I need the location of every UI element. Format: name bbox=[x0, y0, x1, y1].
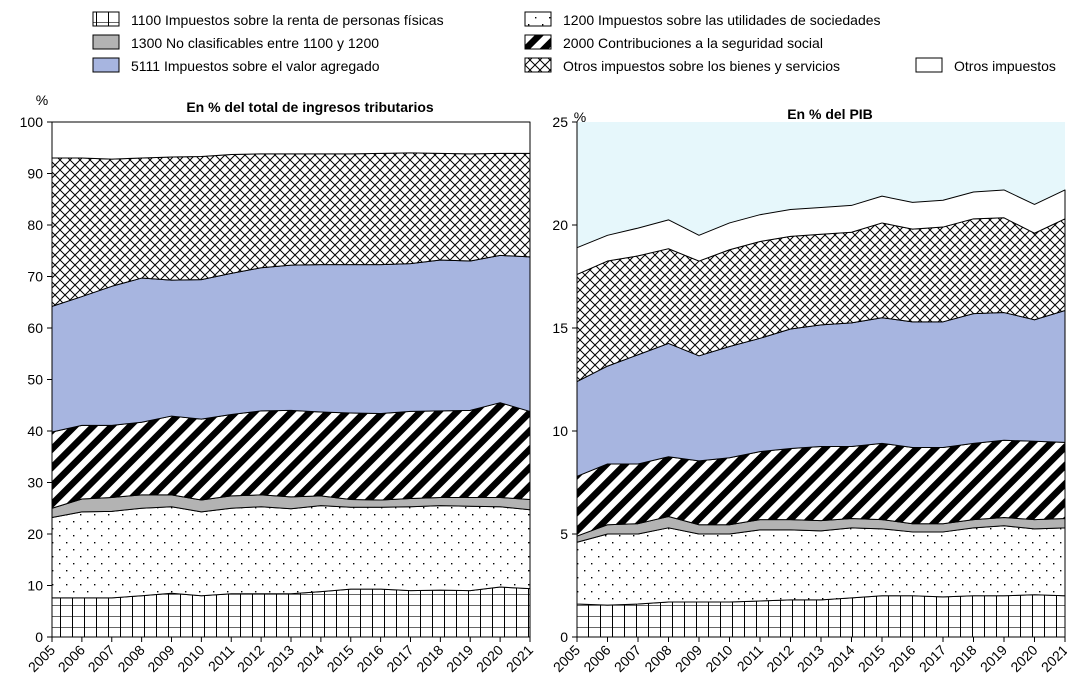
x-tick-label-right-2021: 2021 bbox=[1038, 642, 1067, 674]
x-tick-label-right-2013: 2013 bbox=[794, 642, 827, 674]
y-axis-label-left: % bbox=[36, 92, 48, 108]
x-tick-label-right-2007: 2007 bbox=[611, 642, 644, 674]
legend-swatch-s1300 bbox=[92, 34, 120, 50]
y-tick-label-left-80: 80 bbox=[27, 217, 43, 233]
y-axis-label-right: % bbox=[574, 109, 586, 125]
legend-swatch-s2000 bbox=[524, 34, 552, 50]
legend-label-s5111: 5111 Impuestos sobre el valor agregado bbox=[131, 58, 380, 74]
x-tick-label-right-2008: 2008 bbox=[641, 642, 674, 674]
x-tick-label-left-2021: 2021 bbox=[503, 642, 536, 674]
area-s1200-right bbox=[576, 525, 1066, 606]
x-tick-label-right-2020: 2020 bbox=[1007, 642, 1040, 674]
legend-label-sother: Otros impuestos bbox=[954, 58, 1056, 74]
x-tick-label-right-2006: 2006 bbox=[580, 642, 613, 674]
legend-item-s5other: Otros impuestos sobre los bienes y servi… bbox=[524, 57, 840, 74]
area-s1200-left bbox=[51, 505, 531, 599]
y-tick-label-right-10: 10 bbox=[552, 423, 568, 439]
panel-right: 0510152025200520062007200820092010201120… bbox=[550, 106, 1067, 675]
legend-item-s1100: 1100 Impuestos sobre la renta de persona… bbox=[92, 11, 444, 28]
panel-left: 0102030405060708090100200520062007200820… bbox=[20, 92, 537, 675]
y-tick-label-left-20: 20 bbox=[27, 526, 43, 542]
y-tick-label-left-40: 40 bbox=[27, 423, 43, 439]
legend-item-sother: Otros impuestos bbox=[915, 57, 1056, 74]
x-tick-label-left-2015: 2015 bbox=[324, 642, 357, 674]
x-tick-label-left-2009: 2009 bbox=[144, 642, 177, 674]
chart-panels: 0102030405060708090100200520062007200820… bbox=[20, 92, 1067, 675]
y-tick-label-left-0: 0 bbox=[35, 629, 43, 645]
y-tick-label-right-15: 15 bbox=[552, 320, 568, 336]
x-tick-label-left-2018: 2018 bbox=[413, 642, 446, 674]
legend-item-s1200: 1200 Impuestos sobre las utilidades de s… bbox=[524, 11, 881, 28]
x-tick-label-left-2014: 2014 bbox=[294, 642, 327, 674]
x-tick-label-left-2008: 2008 bbox=[114, 642, 147, 674]
y-tick-label-left-70: 70 bbox=[27, 269, 43, 285]
x-tick-label-left-2007: 2007 bbox=[85, 642, 118, 674]
legend-item-s2000: 2000 Contribuciones a la seguridad socia… bbox=[524, 34, 823, 51]
x-tick-label-right-2012: 2012 bbox=[763, 642, 796, 674]
x-tick-label-right-2011: 2011 bbox=[734, 642, 767, 674]
y-tick-label-left-60: 60 bbox=[27, 320, 43, 336]
legend-label-s1100: 1100 Impuestos sobre la renta de persona… bbox=[131, 12, 444, 28]
legend-swatch-s5other bbox=[524, 57, 552, 73]
y-tick-label-left-90: 90 bbox=[27, 166, 43, 182]
panel-title-right: En % del PIB bbox=[787, 106, 873, 122]
x-tick-label-right-2015: 2015 bbox=[855, 642, 888, 674]
y-tick-label-right-0: 0 bbox=[560, 629, 568, 645]
area-sother-right bbox=[576, 189, 1066, 275]
y-tick-label-right-20: 20 bbox=[552, 217, 568, 233]
legend-label-s2000: 2000 Contribuciones a la seguridad socia… bbox=[563, 35, 823, 51]
legend-swatch-s1100 bbox=[92, 11, 120, 27]
x-tick-label-left-2019: 2019 bbox=[443, 642, 476, 674]
x-tick-label-left-2005: 2005 bbox=[25, 642, 58, 674]
x-tick-label-left-2010: 2010 bbox=[174, 642, 207, 674]
y-tick-label-left-10: 10 bbox=[27, 578, 43, 594]
legend-item-s5111: 5111 Impuestos sobre el valor agregado bbox=[92, 57, 380, 74]
x-tick-label-right-2014: 2014 bbox=[824, 642, 857, 674]
x-tick-label-right-2019: 2019 bbox=[977, 642, 1010, 674]
x-tick-label-left-2012: 2012 bbox=[234, 642, 267, 674]
x-tick-label-left-2016: 2016 bbox=[353, 642, 386, 674]
x-tick-label-left-2006: 2006 bbox=[55, 642, 88, 674]
legend-label-s1200: 1200 Impuestos sobre las utilidades de s… bbox=[563, 12, 881, 28]
y-tick-label-left-30: 30 bbox=[27, 475, 43, 491]
legend-swatch-sother bbox=[915, 57, 943, 73]
legend-label-s5other: Otros impuestos sobre los bienes y servi… bbox=[563, 58, 840, 74]
legend: 1100 Impuestos sobre la renta de persona… bbox=[92, 11, 1056, 74]
y-tick-label-right-25: 25 bbox=[552, 114, 568, 130]
x-tick-label-right-2018: 2018 bbox=[946, 642, 979, 674]
x-tick-label-left-2017: 2017 bbox=[383, 642, 416, 674]
x-tick-label-right-2009: 2009 bbox=[672, 642, 705, 674]
x-tick-label-left-2013: 2013 bbox=[264, 642, 297, 674]
x-tick-label-right-2005: 2005 bbox=[550, 642, 583, 674]
legend-item-s1300: 1300 No clasificables entre 1100 y 1200 bbox=[92, 34, 379, 51]
x-tick-label-left-2020: 2020 bbox=[473, 642, 506, 674]
area-sother-left bbox=[51, 121, 531, 160]
legend-label-s1300: 1300 No clasificables entre 1100 y 1200 bbox=[131, 35, 379, 51]
x-tick-label-left-2011: 2011 bbox=[205, 642, 238, 674]
legend-swatch-s1200 bbox=[524, 11, 552, 27]
x-tick-label-right-2016: 2016 bbox=[885, 642, 918, 674]
x-tick-label-right-2010: 2010 bbox=[702, 642, 735, 674]
y-tick-label-left-50: 50 bbox=[27, 372, 43, 388]
x-tick-label-right-2017: 2017 bbox=[916, 642, 949, 674]
y-tick-label-left-100: 100 bbox=[20, 114, 44, 130]
y-tick-label-right-5: 5 bbox=[560, 526, 568, 542]
legend-swatch-s5111 bbox=[92, 57, 120, 73]
panel-title-left: En % del total de ingresos tributarios bbox=[186, 99, 434, 115]
